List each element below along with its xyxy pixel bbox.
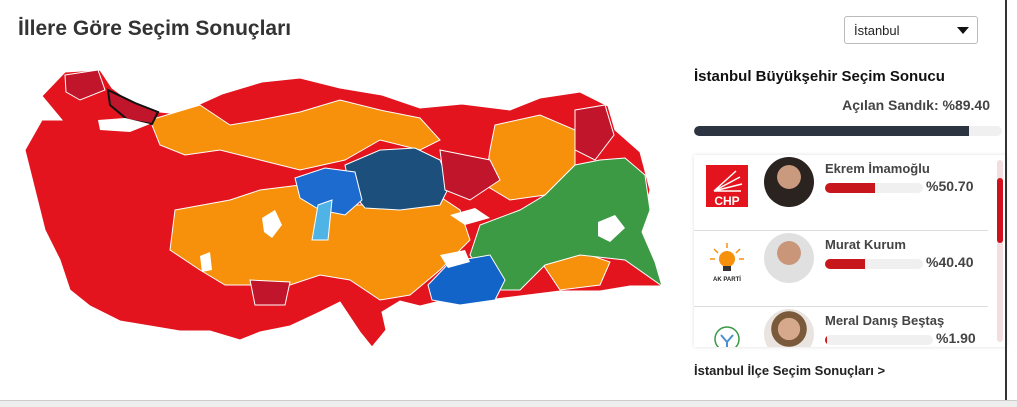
svg-text:AK PARTİ: AK PARTİ xyxy=(713,276,741,283)
candidate-name: Murat Kurum xyxy=(825,237,906,252)
svg-text:CHP: CHP xyxy=(714,194,739,207)
candidate-row: AK PARTİ Murat Kurum %40.40 xyxy=(694,231,988,307)
result-title: İstanbul Büyükşehir Seçim Sonucu xyxy=(694,68,945,85)
chp-logo-icon: CHP xyxy=(706,165,748,207)
map-region-dem[interactable] xyxy=(469,157,663,291)
candidate-percent: %40.40 xyxy=(926,254,974,270)
candidate-list[interactable]: CHP Ekrem İmamoğlu %50.70 AK PARTİ Murat… xyxy=(694,155,1006,347)
candidate-name: Ekrem İmamoğlu xyxy=(825,161,930,176)
province-select[interactable]: İstanbul xyxy=(844,16,978,44)
candidate-avatar xyxy=(764,233,814,283)
map-region-chp-dark-1[interactable] xyxy=(64,69,106,101)
candidate-avatar xyxy=(764,157,814,207)
map-region-iyi[interactable] xyxy=(294,167,363,216)
candidate-avatar xyxy=(764,309,814,347)
map-lake-marmara xyxy=(98,118,150,132)
map-lake-tuz xyxy=(262,210,282,238)
map-lake-beysehir xyxy=(200,252,212,272)
candidate-row: Meral Danış Beştaş %1.90 xyxy=(694,307,988,347)
election-widget: İllere Göre Seçim Sonuçları İstanbul İst… xyxy=(14,0,1007,400)
page-title: İllere Göre Seçim Sonuçları xyxy=(18,17,292,40)
province-select-value: İstanbul xyxy=(854,23,900,38)
map-region-akp-north[interactable] xyxy=(149,99,441,171)
candidate-vote-bar xyxy=(825,335,933,345)
candidate-list-scrollbar[interactable] xyxy=(997,160,1003,342)
vote-bar-fill xyxy=(825,335,828,345)
turkey-map[interactable] xyxy=(14,60,674,355)
chevron-down-icon xyxy=(957,27,969,34)
map-region-chp-dark-4[interactable] xyxy=(249,279,291,306)
opened-ballots-progress xyxy=(694,126,1002,136)
map-lake-van xyxy=(598,215,625,242)
candidate-vote-bar xyxy=(825,259,923,269)
map-region-chp-dark-2[interactable] xyxy=(574,104,615,161)
map-region-yrp[interactable] xyxy=(311,199,333,241)
candidate-name: Meral Danış Beştaş xyxy=(825,313,945,328)
map-region-istanbul[interactable] xyxy=(106,88,160,126)
candidate-row: CHP Ekrem İmamoğlu %50.70 xyxy=(694,155,988,231)
map-lake-keban xyxy=(450,208,490,225)
dem-logo-icon xyxy=(714,326,740,347)
map-lake-ataturk xyxy=(440,250,470,268)
candidate-percent: %50.70 xyxy=(926,178,974,194)
opened-ballots-label: Açılan Sandık: %89.40 xyxy=(842,97,990,113)
candidate-percent: %1.90 xyxy=(936,330,976,346)
scrollbar-thumb[interactable] xyxy=(997,178,1003,243)
progress-fill xyxy=(694,126,970,136)
map-region-chp-dark-3[interactable] xyxy=(439,149,501,201)
akp-logo-icon: AK PARTİ xyxy=(710,243,744,283)
district-results-link[interactable]: İstanbul İlçe Seçim Sonuçları > xyxy=(694,363,886,378)
candidate-vote-bar xyxy=(825,183,923,193)
bottom-strip xyxy=(0,400,1017,407)
vote-bar-fill xyxy=(825,259,865,269)
vote-bar-fill xyxy=(825,183,875,193)
